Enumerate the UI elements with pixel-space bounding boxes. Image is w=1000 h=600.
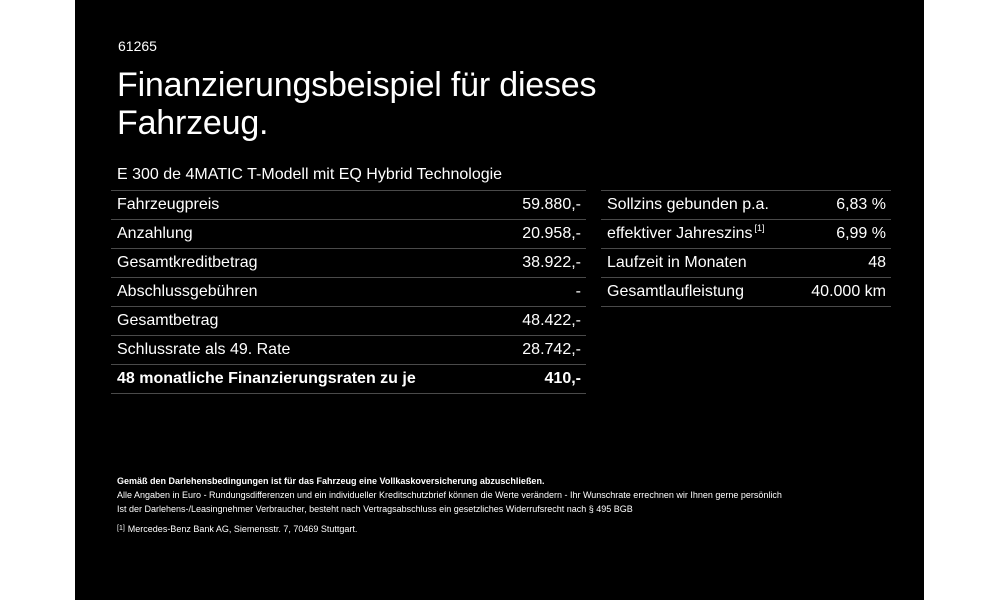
table-row: Gesamtlaufleistung 40.000 km xyxy=(601,277,891,307)
row-value: 48.422,- xyxy=(498,306,586,336)
row-value: 410,- xyxy=(498,364,586,394)
monthly-rate-row: 48 monatliche Finanzierungsraten zu je 4… xyxy=(111,364,586,394)
table-row: Laufzeit in Monaten 48 xyxy=(601,248,891,278)
table-row: Gesamtbetrag 48.422,- xyxy=(111,306,586,336)
footnote-ref: [1] xyxy=(754,223,765,233)
row-value: 48 xyxy=(794,248,891,278)
row-label: Laufzeit in Monaten xyxy=(601,248,795,278)
table-row: Anzahlung 20.958,- xyxy=(111,219,586,249)
row-label: effektiver Jahreszins [1] xyxy=(601,219,795,249)
rounding-note: Alle Angaben in Euro - Rundungsdifferenz… xyxy=(117,490,782,500)
table-row: effektiver Jahreszins [1] 6,99 % xyxy=(601,219,891,249)
footnote-text: Mercedes-Benz Bank AG, Siemensstr. 7, 70… xyxy=(127,524,358,534)
row-label: Fahrzeugpreis xyxy=(111,190,499,220)
row-label: Anzahlung xyxy=(111,219,499,249)
row-value: 20.958,- xyxy=(498,219,586,249)
insurance-note: Gemäß den Darlehensbedingungen ist für d… xyxy=(117,476,545,486)
row-label: Sollzins gebunden p.a. xyxy=(601,190,795,220)
interest-table: Sollzins gebunden p.a. 6,83 % effektiver… xyxy=(601,190,891,307)
row-label: Gesamtkreditbetrag xyxy=(111,248,499,278)
legal-notes: Gemäß den Darlehensbedingungen ist für d… xyxy=(117,474,887,536)
row-label-text: effektiver Jahreszins xyxy=(607,225,753,242)
row-label: Schlussrate als 49. Rate xyxy=(111,335,499,365)
row-label: Gesamtlaufleistung xyxy=(601,277,795,307)
row-value: - xyxy=(498,277,586,307)
row-value: 40.000 km xyxy=(794,277,891,307)
page-title: Finanzierungsbeispiel für dieses Fahrzeu… xyxy=(117,66,597,142)
row-value: 6,99 % xyxy=(794,219,891,249)
row-value: 28.742,- xyxy=(498,335,586,365)
table-row: Schlussrate als 49. Rate 28.742,- xyxy=(111,335,586,365)
footnote: [1] Mercedes-Benz Bank AG, Siemensstr. 7,… xyxy=(117,522,887,536)
vehicle-model: E 300 de 4MATIC T-Modell mit EQ Hybrid T… xyxy=(117,166,503,183)
withdrawal-note: Ist der Darlehens-/Leasingnehmer Verbrau… xyxy=(117,504,633,514)
row-value: 38.922,- xyxy=(498,248,586,278)
footnote-mark: [1] xyxy=(117,525,125,532)
table-row: Sollzins gebunden p.a. 6,83 % xyxy=(601,190,891,220)
table-row: Gesamtkreditbetrag 38.922,- xyxy=(111,248,586,278)
offer-code: 61265 xyxy=(118,38,157,54)
row-label: Gesamtbetrag xyxy=(111,306,499,336)
financing-panel: 61265 Finanzierungsbeispiel für dieses F… xyxy=(75,0,924,600)
row-label: 48 monatliche Finanzierungsraten zu je xyxy=(111,364,499,394)
table-row: Abschlussgebühren - xyxy=(111,277,586,307)
row-value: 6,83 % xyxy=(794,190,891,220)
row-label: Abschlussgebühren xyxy=(111,277,499,307)
financing-table: Fahrzeugpreis 59.880,- Anzahlung 20.958,… xyxy=(111,190,586,394)
row-value: 59.880,- xyxy=(498,190,586,220)
table-row: Fahrzeugpreis 59.880,- xyxy=(111,190,586,220)
